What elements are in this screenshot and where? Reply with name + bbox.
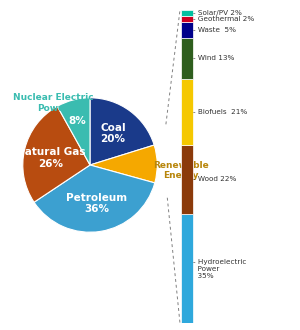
Text: - Geothermal 2%: - Geothermal 2% [193, 16, 254, 22]
Text: 9%: 9% [123, 158, 140, 169]
Text: - Biofuels  21%: - Biofuels 21% [193, 109, 247, 115]
Text: - Solar/PV 2%: - Solar/PV 2% [193, 10, 242, 16]
Text: - Hydroelectric
  Power
  35%: - Hydroelectric Power 35% [193, 258, 246, 279]
Wedge shape [90, 98, 154, 165]
Wedge shape [57, 98, 90, 165]
Text: 8%: 8% [68, 116, 86, 126]
Text: - Wind 13%: - Wind 13% [193, 55, 234, 61]
Text: Renewable
Energy: Renewable Energy [153, 161, 208, 180]
Wedge shape [90, 145, 157, 183]
Text: - Waste  5%: - Waste 5% [193, 27, 236, 33]
Text: Petroleum
36%: Petroleum 36% [66, 193, 127, 214]
Wedge shape [34, 165, 155, 232]
Text: Natural Gas
26%: Natural Gas 26% [16, 147, 85, 169]
Bar [182, 214, 193, 323]
Text: Coal
20%: Coal 20% [100, 123, 126, 144]
Bar [182, 38, 193, 79]
Bar [182, 22, 193, 38]
Wedge shape [23, 106, 90, 202]
Text: - Wood 22%: - Wood 22% [193, 176, 236, 182]
Bar [182, 145, 193, 214]
Bar [182, 79, 193, 145]
Bar [182, 10, 193, 16]
Bar [182, 16, 193, 22]
Text: Nuclear Electric
Power: Nuclear Electric Power [13, 93, 93, 113]
